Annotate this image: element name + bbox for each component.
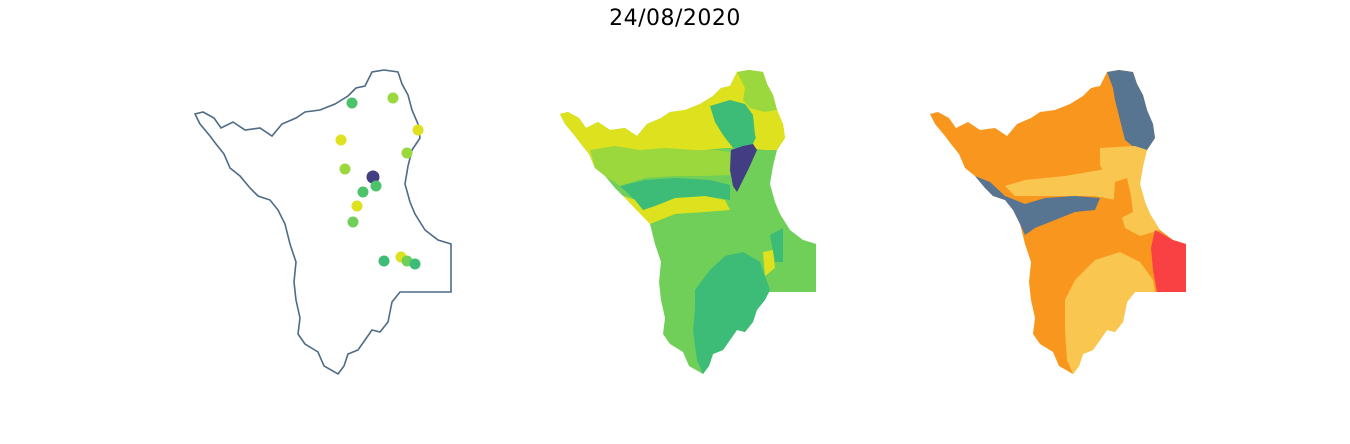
zone-yellow-central	[1005, 168, 1120, 200]
zone-dark	[730, 144, 757, 192]
panel-stations	[194, 69, 452, 375]
station-point	[412, 124, 424, 136]
panel-classified	[930, 70, 1186, 374]
zone-central-west	[620, 178, 730, 210]
zone-far-north	[737, 70, 777, 112]
station-point	[335, 134, 347, 146]
zone-band-blue	[975, 176, 1100, 235]
station-point	[339, 163, 351, 175]
station-point	[347, 216, 359, 228]
station-point	[351, 200, 363, 212]
station-point	[346, 97, 358, 109]
station-point	[387, 92, 399, 104]
station-point	[401, 147, 413, 159]
station-points	[335, 92, 424, 270]
zone-east-small	[763, 250, 775, 276]
station-point	[357, 186, 369, 198]
station-point	[370, 180, 382, 192]
zone-east-2	[770, 228, 783, 262]
zone-north-blue	[1107, 70, 1155, 150]
figure-title: 24/08/2020	[609, 6, 741, 31]
station-point	[409, 258, 421, 270]
zone-north-central	[590, 146, 730, 186]
region-outline	[194, 69, 452, 375]
panel-interpolated	[560, 70, 816, 374]
zone-north-east	[710, 100, 757, 150]
zone-yellow-south	[1065, 252, 1155, 374]
zone-north-east-2	[753, 110, 785, 150]
station-point	[378, 255, 390, 267]
zone-yellow-east	[1100, 146, 1160, 236]
zone-south	[693, 252, 770, 374]
zone-red	[1151, 230, 1186, 292]
station-point	[366, 170, 380, 184]
zone-east	[783, 228, 816, 292]
zone-north	[560, 70, 785, 168]
zone-orange-spot	[1113, 178, 1133, 218]
zone-band	[623, 196, 730, 224]
